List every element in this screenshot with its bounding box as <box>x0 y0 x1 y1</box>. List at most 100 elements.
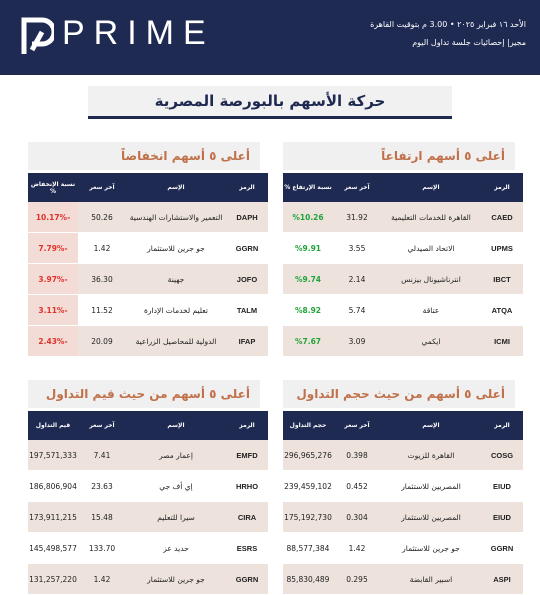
cell: JOFO <box>226 263 268 295</box>
cell: ESRS <box>226 532 268 564</box>
cell: 0.304 <box>333 501 381 533</box>
cell: 0.295 <box>333 563 381 595</box>
row: EIUD المصريين للاستثمار 0.452 239,459,102 <box>283 470 523 502</box>
header: PRIME الأحد ١٦ فبراير ٢٠٢٥ • 3.00 م بتوق… <box>0 0 540 75</box>
cell: 31.92 <box>333 202 381 233</box>
cell: القاهرة للخدمات التعليمية <box>381 202 481 233</box>
column-header: آخر سعر <box>78 411 126 440</box>
cell: 131,257,220 <box>28 563 78 595</box>
panel-title: أعلى ٥ أسهم من حيث قيم التداول <box>28 380 260 408</box>
logo-icon <box>21 17 54 54</box>
cell: 0.452 <box>333 470 381 502</box>
cell: 7.41 <box>78 440 126 471</box>
column-header: الإسم <box>381 411 481 440</box>
row: GGRN جو جرين للاستثمار 1.42 131,257,220 <box>28 563 268 595</box>
column-header: الإسم <box>126 411 226 440</box>
column-header: آخر سعر <box>333 173 381 202</box>
panel: أعلى ٥ أسهم من حيث حجم التداول الرمز الإسم… <box>283 380 523 595</box>
cell: EIUD <box>481 501 523 533</box>
cell: 173,911,215 <box>28 501 78 533</box>
cell: HRHO <box>226 470 268 502</box>
column-header: الرمز <box>481 173 523 202</box>
cell: COSG <box>481 440 523 471</box>
cell: %8.92 <box>283 294 333 326</box>
table: الرمز الإسم آخر سعر نسبة الإرتفاع % CAED القا… <box>283 173 523 357</box>
date-line: الأحد ١٦ فبراير ٢٠٢٥ • 3.00 م بتوقيت الق… <box>370 20 526 29</box>
row: DAPH التعمير والاستشارات الهندسية 50.26 -10… <box>28 202 268 233</box>
cell: ATQA <box>481 294 523 326</box>
row: EIUD المصريين للاستثمار 0.304 175,192,730 <box>283 501 523 533</box>
row: ASPI اسبير القابضة 0.295 85,830,489 <box>283 563 523 595</box>
column-header: آخر سعر <box>78 173 126 202</box>
row: IBCT انترناشيونال بيزنس 2.14 %9.74 <box>283 263 523 295</box>
cell: %9.91 <box>283 232 333 264</box>
cell: الدولية للمحاصيل الزراعية <box>126 325 226 357</box>
row: GGRN جو جرين للاستثمار 1.42 -7.79% <box>28 232 268 264</box>
panel: أعلى ٥ أسهم من حيث قيم التداول الرمز الإسم… <box>28 380 268 595</box>
row: ESRS حديد عز 133.70 145,498,577 <box>28 532 268 564</box>
cell: جو جرين للاستثمار <box>381 532 481 564</box>
cell: المصريين للاستثمار <box>381 470 481 502</box>
column-header: الإسم <box>381 173 481 202</box>
row: ICMI ايكمي 3.09 %7.67 <box>283 325 523 357</box>
panel-title: أعلى ٥ أسهم من حيث حجم التداول <box>283 380 515 408</box>
cell: ايكمي <box>381 325 481 357</box>
cell: المصريين للاستثمار <box>381 501 481 533</box>
cell: TALM <box>226 294 268 326</box>
cell: -3.97% <box>28 263 78 295</box>
panel-title: أعلى ٥ أسهم ارتفاعاً <box>283 142 515 170</box>
row: GGRN جو جرين للاستثمار 1.42 88,577,384 <box>283 532 523 564</box>
cell: حديد عز <box>126 532 226 564</box>
cell: 145,498,577 <box>28 532 78 564</box>
cell: اسبير القابضة <box>381 563 481 595</box>
cell: -2.43% <box>28 325 78 357</box>
panel: أعلى ٥ أسهم ارتفاعاً الرمز الإسم آخر سعر نسب… <box>283 142 523 357</box>
row: TALM تعليم لخدمات الإدارة 11.52 -3.11% <box>28 294 268 326</box>
cell: القاهرة للزيوت <box>381 440 481 471</box>
cell: 3.09 <box>333 325 381 357</box>
cell: 296,965,276 <box>283 440 333 471</box>
column-header: الرمز <box>226 173 268 202</box>
cell: إي أف جي <box>126 470 226 502</box>
row: CAED القاهرة للخدمات التعليمية 31.92 %10.26 <box>283 202 523 233</box>
cell: 36.30 <box>78 263 126 295</box>
cell: 1.42 <box>333 532 381 564</box>
cell: 3.55 <box>333 232 381 264</box>
row: ATQA عتاقة 5.74 %8.92 <box>283 294 523 326</box>
cell: IFAP <box>226 325 268 357</box>
cell: 20.09 <box>78 325 126 357</box>
cell: CAED <box>481 202 523 233</box>
cell: -7.79% <box>28 232 78 264</box>
cell: 133.70 <box>78 532 126 564</box>
cell: 5.74 <box>333 294 381 326</box>
logo-text: PRIME <box>62 14 215 52</box>
cell: تعليم لخدمات الإدارة <box>126 294 226 326</box>
cell: جهينة <box>126 263 226 295</box>
header-row: الرمز الإسم آخر سعر نسبة الإنخفاض % <box>28 173 268 202</box>
cell: 175,192,730 <box>283 501 333 533</box>
column-header: حجم التداول <box>283 411 333 440</box>
header-row: الرمز الإسم آخر سعر نسبة الإرتفاع % <box>283 173 523 202</box>
row: CIRA سيرا للتعليم 15.48 173,911,215 <box>28 501 268 533</box>
table: الرمز الإسم آخر سعر نسبة الإنخفاض % DAPH التع… <box>28 173 268 357</box>
cell: 186,806,904 <box>28 470 78 502</box>
cell: ICMI <box>481 325 523 357</box>
cell: 1.42 <box>78 232 126 264</box>
panel-title: أعلى ٥ أسهم انخفاضاً <box>28 142 260 170</box>
cell: سيرا للتعليم <box>126 501 226 533</box>
panel: أعلى ٥ أسهم انخفاضاً الرمز الإسم آخر سعر نسب… <box>28 142 268 357</box>
column-header: نسبة الإنخفاض % <box>28 173 78 202</box>
page-title: حركة الأسهم بالبورصة المصرية <box>88 86 452 119</box>
header-row: الرمز الإسم آخر سعر حجم التداول <box>283 411 523 440</box>
cell: GGRN <box>481 532 523 564</box>
column-header: الإسم <box>126 173 226 202</box>
cell: GGRN <box>226 563 268 595</box>
cell: GGRN <box>226 232 268 264</box>
cell: 85,830,489 <box>283 563 333 595</box>
cell: جو جرين للاستثمار <box>126 232 226 264</box>
row: JOFO جهينة 36.30 -3.97% <box>28 263 268 295</box>
cell: UPMS <box>481 232 523 264</box>
cell: DAPH <box>226 202 268 233</box>
cell: جو جرين للاستثمار <box>126 563 226 595</box>
